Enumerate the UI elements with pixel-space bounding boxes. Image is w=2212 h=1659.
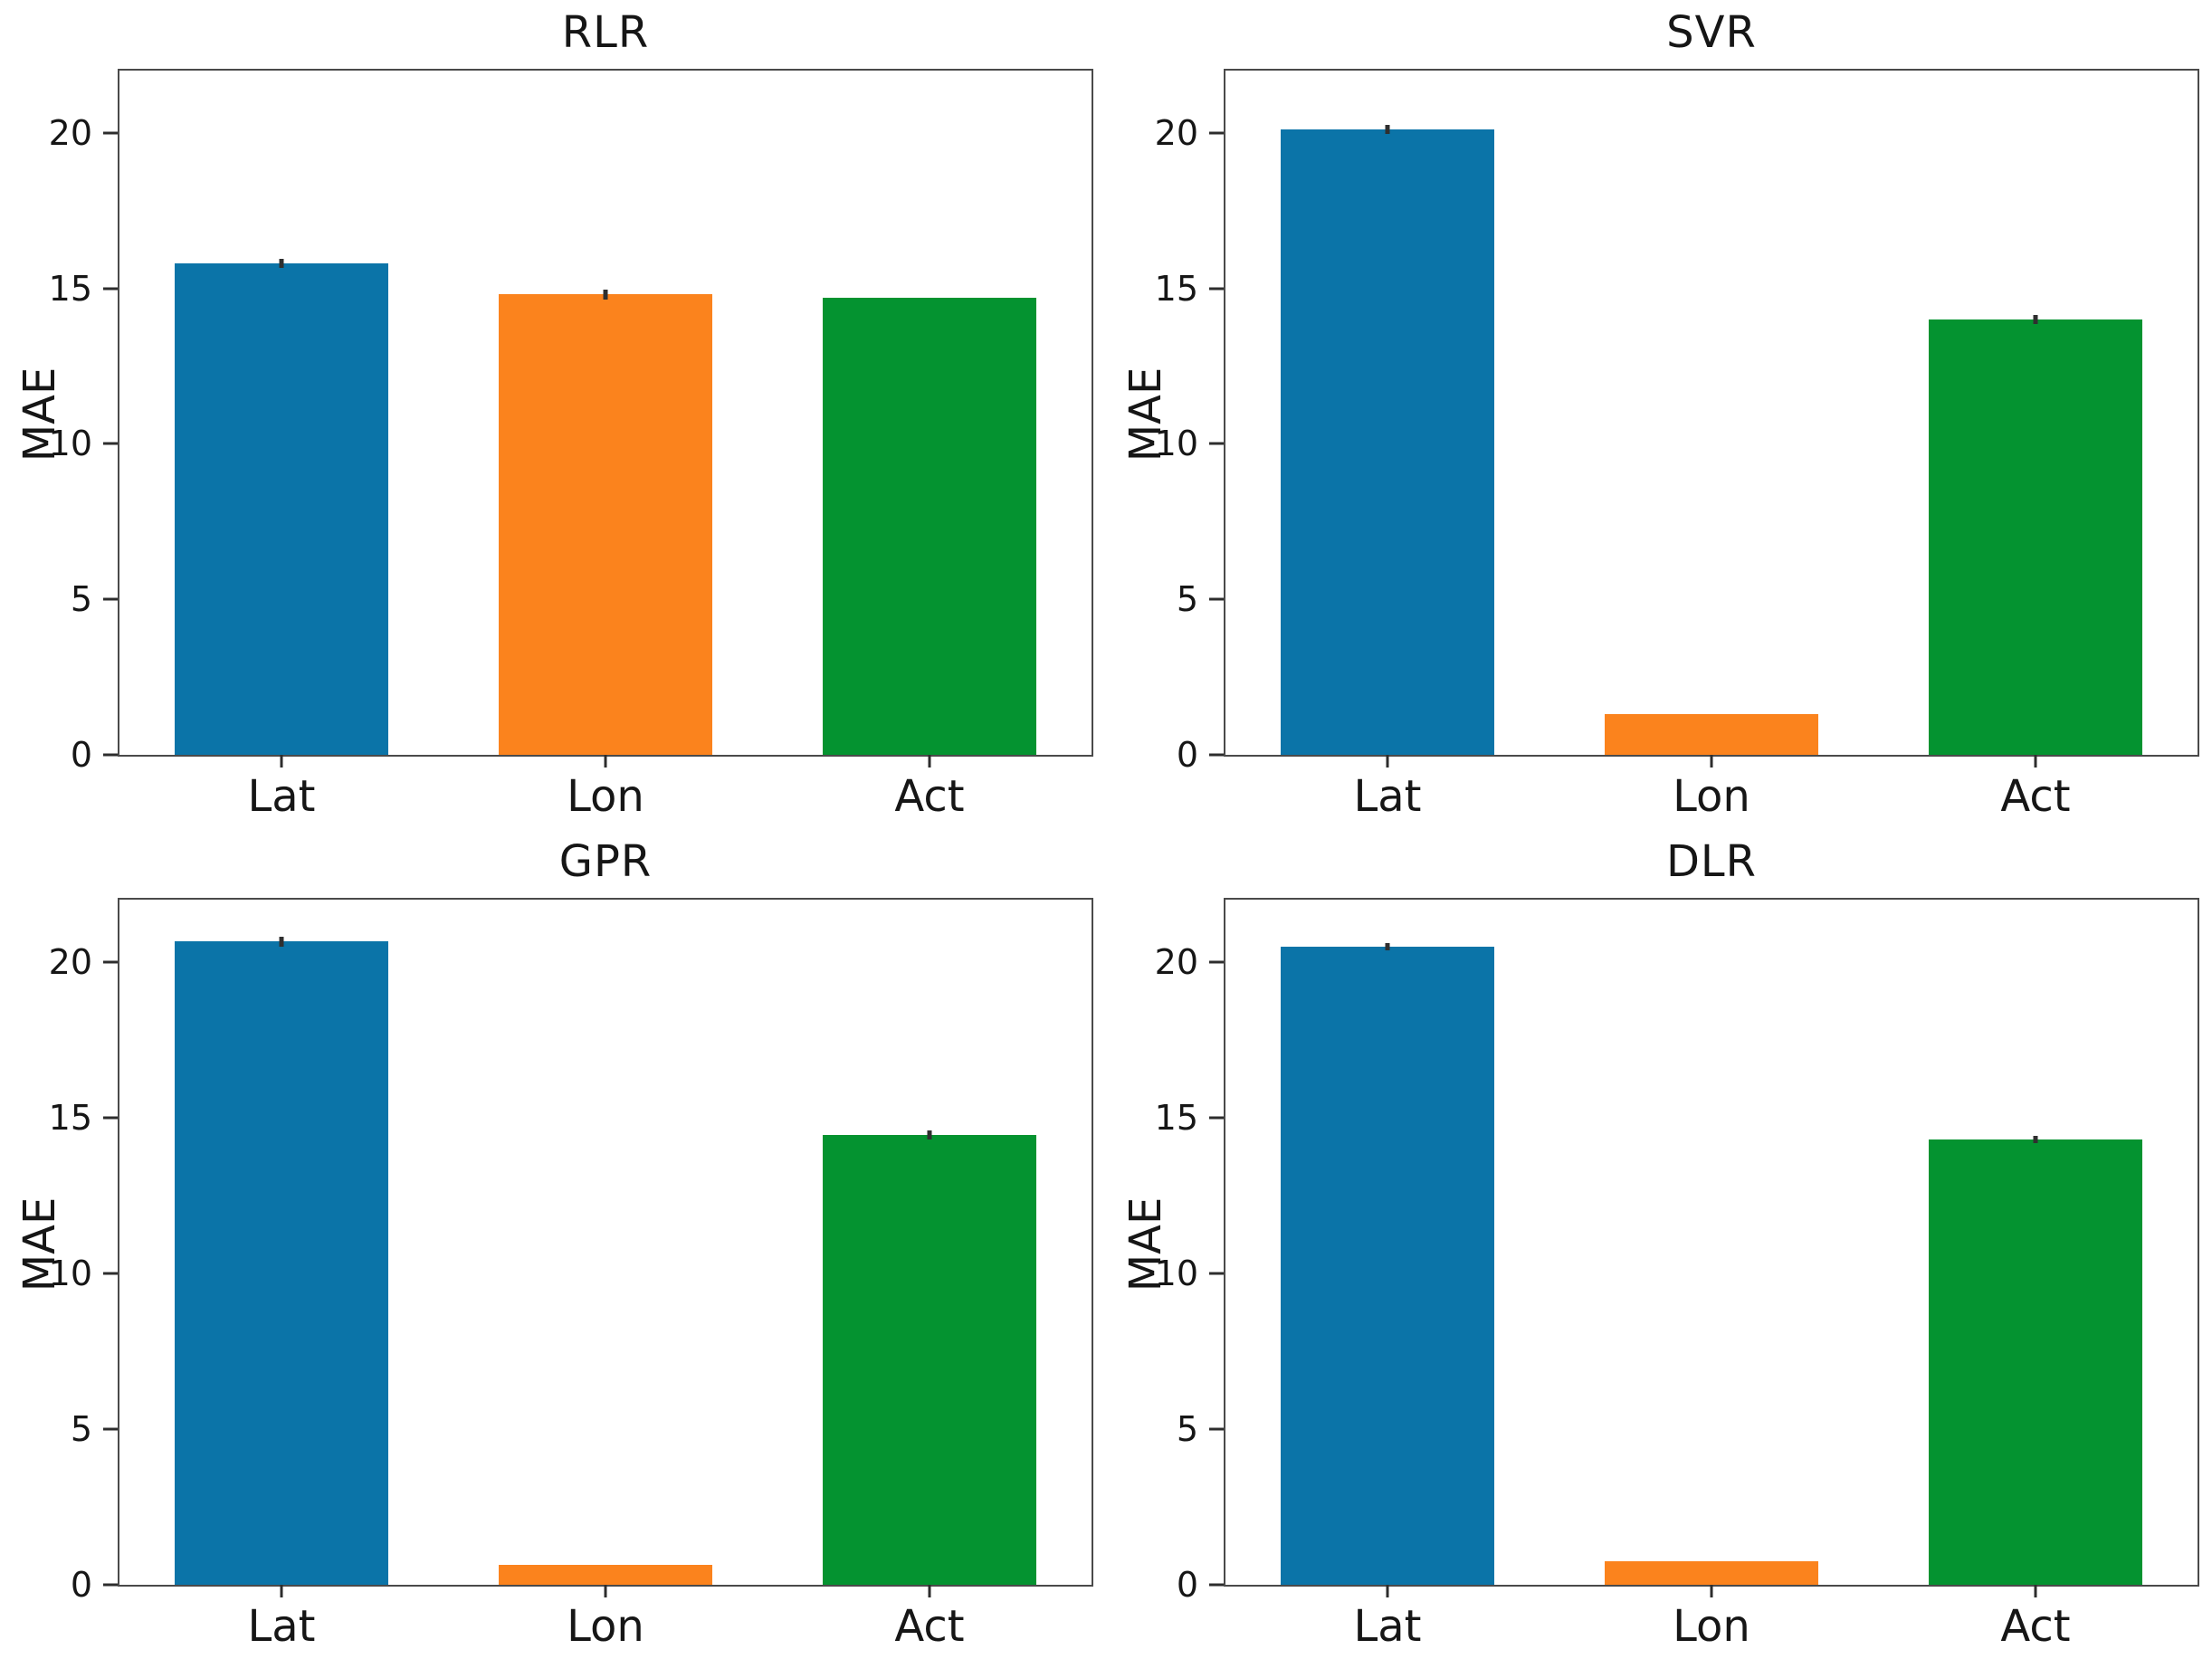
y-tick-label: 10 [1154,424,1198,464]
x-tick-label: Act [894,771,965,822]
y-tick [103,131,118,135]
bar-lon [1604,714,1819,755]
bar-act [1928,1139,2143,1585]
y-tick [1209,753,1224,757]
y-tick [1209,1272,1224,1275]
plot-area: 0 5 10 15 20 Lat Lon Act [1155,898,2199,1652]
y-tick-label: 5 [1176,1408,1198,1449]
y-tick-label: 0 [1176,735,1198,775]
y-tick-label: 20 [48,112,92,153]
error-bar [927,1130,932,1139]
x-tick [2034,1585,2037,1597]
x-tick [604,1585,607,1597]
x-tick-label: Lat [1353,771,1422,822]
chart-title: GPR [558,836,653,887]
chart-panel-dlr: DLR MAE 0 5 10 15 20 Lat Lon Act [1106,829,2212,1659]
bar-lon [498,294,713,755]
bar-act [822,1134,1037,1585]
x-tick-label: Lon [567,1601,644,1652]
y-tick [103,1427,118,1431]
y-tick [1209,442,1224,445]
y-tick-label: 10 [48,424,92,464]
y-tick-label: 5 [1176,579,1198,620]
x-tick-label: Lat [247,1601,316,1652]
y-tick-label: 0 [1176,1565,1198,1605]
x-tick-label: Lon [1673,1601,1750,1652]
chart-panel-rlr: RLR MAE 0 5 10 15 20 Lat Lon Act [0,0,1106,829]
chart-title: SVR [1666,7,1757,58]
x-tick [280,1585,283,1597]
bar-lon [1604,1561,1819,1585]
y-tick [103,1583,118,1587]
bar-lat [1280,946,1495,1585]
y-tick [1209,287,1224,291]
error-bar [279,258,284,269]
error-bar [1385,942,1390,950]
plot-area: 0 5 10 15 20 Lat Lon Act [49,69,1093,822]
x-tick [604,755,607,768]
y-tick-label: 10 [48,1253,92,1293]
x-tick [2034,755,2037,768]
x-tick [928,755,931,768]
y-tick-label: 15 [1154,268,1198,309]
x-tick-label: Act [2000,771,2071,822]
chart-panel-svr: SVR MAE 0 5 10 15 20 Lat Lon Act [1106,0,2212,829]
x-tick-label: Lat [247,771,316,822]
y-tick [1209,597,1224,601]
x-tick [1386,755,1389,768]
x-tick [928,1585,931,1597]
plot-area: 0 5 10 15 20 Lat Lon Act [49,898,1093,1652]
error-bar [2033,1135,2038,1144]
error-bar [279,937,284,947]
x-tick [1710,755,1713,768]
y-tick-label: 0 [70,1565,92,1605]
y-tick-label: 15 [48,268,92,309]
y-tick-label: 20 [1154,941,1198,982]
y-tick [103,287,118,291]
y-tick-label: 10 [1154,1253,1198,1293]
x-tick-label: Lon [567,771,644,822]
chart-title: RLR [561,7,650,58]
y-tick [1209,1427,1224,1431]
error-bar [2033,314,2038,325]
y-tick [103,1116,118,1120]
bar-lat [174,941,389,1585]
chart-title: DLR [1665,836,1758,887]
chart-panel-gpr: GPR MAE 0 5 10 15 20 Lat Lon Act [0,829,1106,1659]
x-tick-label: Lat [1353,1601,1422,1652]
x-tick-label: Lon [1673,771,1750,822]
bar-lon [498,1564,713,1585]
bar-lat [174,263,389,755]
bar-act [1928,319,2143,755]
y-tick [1209,960,1224,964]
plot-area: 0 5 10 15 20 Lat Lon Act [1155,69,2199,822]
y-tick-label: 20 [1154,112,1198,153]
y-tick [103,753,118,757]
error-bar [603,290,608,300]
bar-act [822,297,1037,755]
y-tick [103,1272,118,1275]
x-tick-label: Act [894,1601,965,1652]
x-tick-label: Act [2000,1601,2071,1652]
bar-lat [1280,129,1495,755]
y-tick [1209,131,1224,135]
y-tick [1209,1583,1224,1587]
y-tick [103,442,118,445]
x-tick [1386,1585,1389,1597]
error-bar [1385,125,1390,135]
y-tick [103,597,118,601]
y-tick [1209,1116,1224,1120]
x-tick [280,755,283,768]
y-tick [103,960,118,964]
x-tick [1710,1585,1713,1597]
y-tick-label: 5 [70,1408,92,1449]
y-tick-label: 15 [48,1097,92,1138]
y-tick-label: 15 [1154,1097,1198,1138]
y-tick-label: 20 [48,941,92,982]
y-tick-label: 0 [70,735,92,775]
y-tick-label: 5 [70,579,92,620]
